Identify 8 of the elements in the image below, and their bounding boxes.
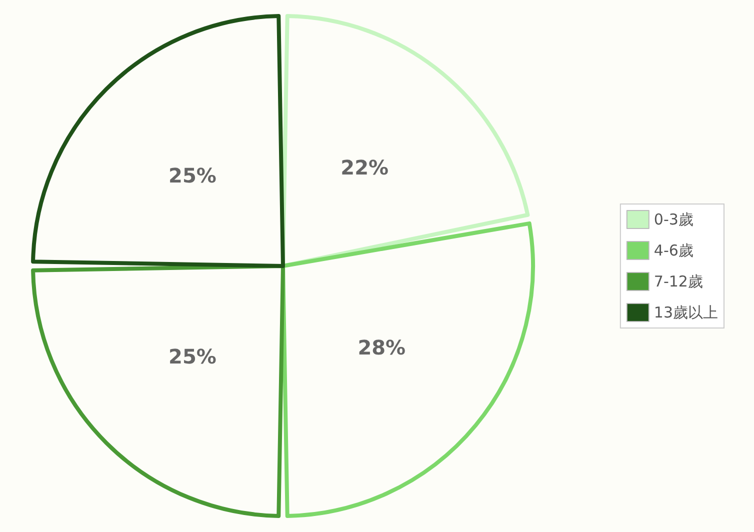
- data-label: 25%: [168, 163, 216, 188]
- data-label: 22%: [340, 155, 389, 180]
- legend-label: 0-3歲: [654, 210, 694, 228]
- legend-label: 7-12歲: [654, 272, 703, 290]
- data-label: 28%: [358, 336, 406, 360]
- legend-label: 13歲以上: [654, 304, 718, 322]
- data-label: 25%: [168, 344, 216, 369]
- legend-label: 4-6歲: [654, 242, 694, 260]
